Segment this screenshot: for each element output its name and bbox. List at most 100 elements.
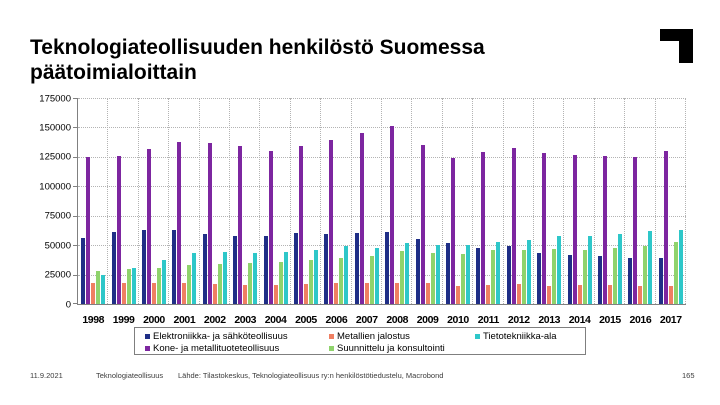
bar <box>476 248 481 304</box>
y-axis-tick <box>73 303 77 304</box>
bar <box>364 283 369 304</box>
footer-organization: Teknologiateollisuus <box>96 371 164 380</box>
legend-label: Suunnittelu ja konsultointi <box>337 342 445 354</box>
gridline-vertical <box>563 98 565 304</box>
bar <box>202 233 207 304</box>
gridline-vertical <box>168 98 170 304</box>
bar-chart: 0 25000 50000 75000 100000 125000 150000 175000… <box>0 90 720 355</box>
bar <box>354 232 359 304</box>
bar <box>557 236 562 304</box>
bar <box>420 144 425 304</box>
legend-item: Kone- ja metallituoteteollisuus <box>145 343 279 354</box>
bar <box>121 282 126 304</box>
footer-source: Lähde: Tilastokeskus, Teknologiateollisu… <box>178 371 444 380</box>
bar <box>217 263 222 304</box>
bar <box>253 252 258 304</box>
x-axis-tick-label: 2000 <box>143 314 165 326</box>
gridline-horizontal <box>78 215 686 217</box>
gridline-vertical <box>685 98 686 304</box>
gridline-vertical <box>198 98 200 304</box>
bar <box>491 250 496 304</box>
teknologiateollisuus-logo-icon <box>660 29 693 63</box>
y-axis-tick-label: 25000 <box>44 269 71 281</box>
bar <box>283 252 288 304</box>
bar <box>263 235 268 304</box>
bar <box>486 284 491 304</box>
bar <box>172 229 177 304</box>
gridline-vertical <box>259 98 261 304</box>
gridline-vertical <box>502 98 504 304</box>
y-axis-tick <box>73 98 77 99</box>
gridline-vertical <box>107 98 109 304</box>
y-axis-tick <box>73 186 77 188</box>
bar <box>597 255 602 304</box>
gridline-vertical <box>654 98 656 304</box>
bar-group <box>504 148 534 304</box>
bar <box>607 285 612 304</box>
y-axis-tick-label: 150000 <box>39 122 71 134</box>
bar <box>415 239 420 304</box>
bar <box>678 230 683 304</box>
y-axis-tick-label: 175000 <box>39 93 71 104</box>
bar <box>496 242 501 304</box>
bar-group <box>230 145 260 304</box>
plot-area: 0 25000 50000 75000 100000 125000 150000 175000… <box>39 93 686 326</box>
gridline-horizontal <box>78 127 686 129</box>
bar <box>96 271 101 304</box>
bar <box>628 257 633 304</box>
gridline-horizontal <box>78 274 686 276</box>
bar-group <box>78 157 108 304</box>
bar <box>582 249 587 304</box>
bar <box>359 132 364 304</box>
bar <box>101 274 106 304</box>
x-axis-tick-label: 2001 <box>173 314 196 326</box>
legend-item: Suunnittelu ja konsultointi <box>329 343 445 354</box>
bar <box>521 249 526 304</box>
bar <box>516 284 521 304</box>
legend-label: Elektroniikka- ja sähköteollisuus <box>153 330 288 342</box>
legend-item: Elektroniikka- ja sähköteollisuus <box>145 331 288 342</box>
bar <box>455 285 460 304</box>
bar <box>395 282 400 304</box>
legend-item: Metallien jalostus <box>329 331 410 342</box>
bar <box>303 284 308 304</box>
gridline-horizontal <box>78 186 686 188</box>
x-axis-tick-label: 2013 <box>538 314 561 326</box>
bar <box>238 145 243 304</box>
bar <box>141 230 146 304</box>
x-axis-tick-label: 2007 <box>355 314 378 326</box>
bar-group <box>625 156 655 304</box>
gridline-vertical <box>441 98 443 304</box>
bar <box>334 283 339 304</box>
bar <box>617 233 622 304</box>
legend-swatch-icon <box>145 345 150 351</box>
legend-swatch-icon <box>329 345 334 351</box>
bar-group <box>321 140 351 304</box>
gridline-vertical <box>137 98 139 304</box>
bar-group <box>443 158 473 304</box>
footer-page-number: 165 <box>682 371 695 380</box>
bar <box>131 267 136 304</box>
footer-date: 11.9.2021 <box>30 371 63 380</box>
bar <box>668 286 673 304</box>
bar <box>156 267 161 304</box>
bar <box>537 252 542 304</box>
bar-group <box>200 142 230 304</box>
y-axis-tick <box>73 156 77 158</box>
bar <box>308 260 313 304</box>
bar <box>324 233 329 304</box>
bar <box>400 251 405 304</box>
legend-row: Elektroniikka- ja sähköteollisuus Metalli… <box>139 330 581 342</box>
x-axis-tick-label: 2006 <box>325 314 348 326</box>
x-axis-tick-label: 2017 <box>659 314 682 326</box>
gridline-vertical <box>624 98 626 304</box>
bar <box>313 250 318 304</box>
x-axis-tick-label: 2004 <box>264 314 287 326</box>
bar-group <box>139 149 169 304</box>
legend-label: Tietotekniikka-ala <box>483 330 557 342</box>
bar <box>572 155 577 304</box>
bar <box>506 246 511 304</box>
x-axis-tick-label: 2015 <box>599 314 621 326</box>
x-axis-tick-label: 1998 <box>82 314 105 326</box>
bar-group <box>656 150 686 304</box>
